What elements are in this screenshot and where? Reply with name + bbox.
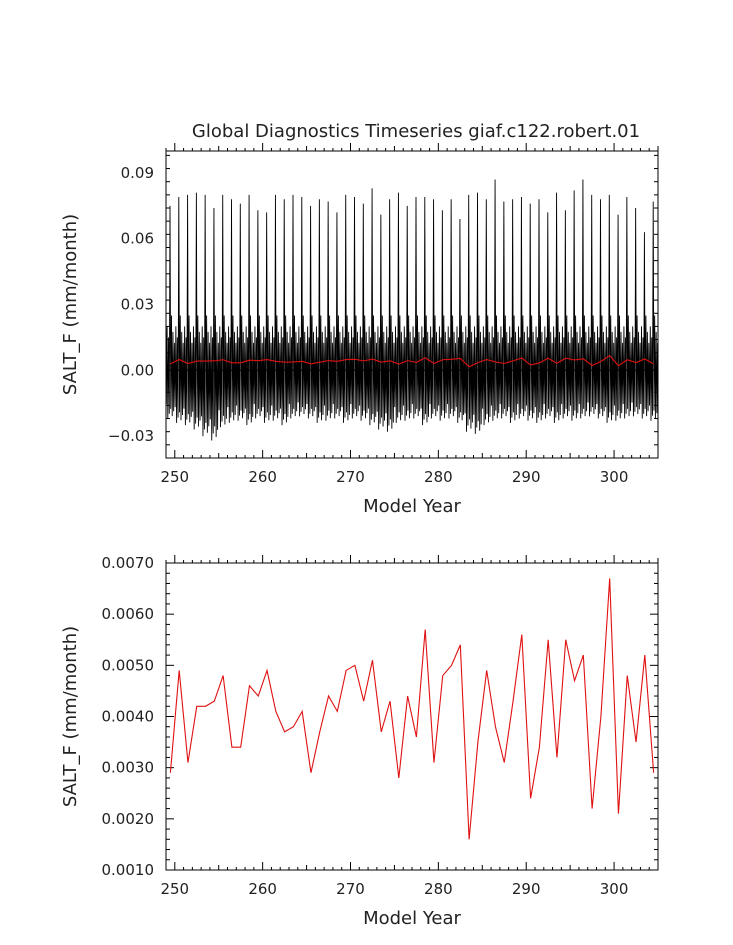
y-tick-label: 0.0050 [102,656,155,674]
y-tick-label: 0.0020 [102,810,155,828]
x-tick-label: 290 [512,880,541,898]
y-tick-label: 0.0030 [102,759,155,777]
monthly-panel: 250 260 270 280 290 300 −0.03 0.00 0.03 0.06 0.09 M… [60,143,659,517]
x-tick-label: 250 [160,468,189,486]
x-tick-label: 260 [248,468,277,486]
annual-series-line [169,578,655,840]
annual-panel: 250 260 270 280 290 300 0.0010 0.0020 0.0030 0.00… [60,554,659,929]
plot-area [166,179,658,441]
x-tick-label: 270 [336,468,365,486]
x-axis-title: Model Year [363,496,461,517]
x-tick-label: 300 [600,880,629,898]
chart-title: Global Diagnostics Timeseries giaf.c122.… [192,121,640,142]
y-axis-title: SALT_F (mm/month) [60,214,81,395]
annual-series-line [170,354,654,368]
x-tick-label: 270 [336,880,365,898]
y-tick-label: 0.0060 [102,605,155,623]
x-tick-label: 280 [424,880,453,898]
x-axis-title: Model Year [363,908,461,929]
x-tick-label: 280 [424,468,453,486]
plot-area [169,578,655,840]
y-tick-label: 0.06 [121,230,154,248]
y-tick-label: 0.0040 [102,708,155,726]
y-tick-label: 0.0070 [102,554,155,572]
x-tick-label: 300 [600,468,629,486]
y-tick-label: 0.03 [121,296,154,314]
y-tick-label: 0.0010 [102,861,155,879]
y-tick-label: 0.00 [121,361,154,379]
y-tick-label: −0.03 [108,427,154,445]
y-tick-label: 0.09 [121,164,154,182]
y-axis-title: SALT_F (mm/month) [60,626,81,807]
monthly-series-line [166,179,658,441]
x-tick-label: 290 [512,468,541,486]
x-tick-label: 250 [160,880,189,898]
x-tick-label: 260 [248,880,277,898]
